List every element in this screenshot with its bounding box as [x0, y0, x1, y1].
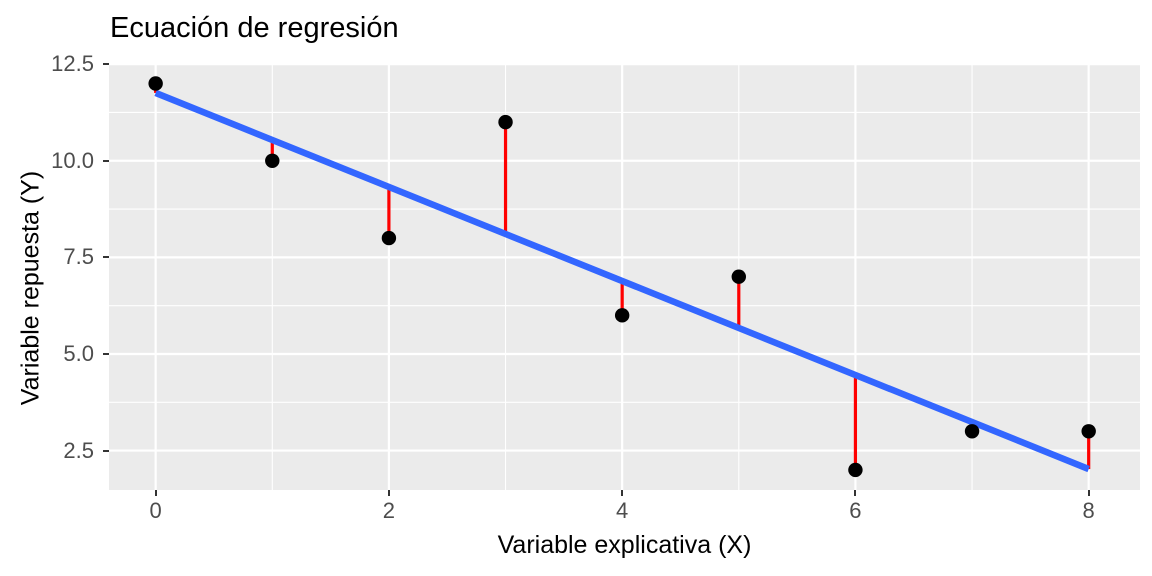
data-point	[498, 114, 513, 130]
x-tick-mark	[621, 490, 624, 496]
data-point	[148, 76, 163, 91]
y-tick-label: 10.0	[51, 147, 94, 173]
y-tick-label: 2.5	[63, 437, 94, 463]
x-tick-mark	[854, 490, 857, 496]
data-point	[265, 153, 280, 168]
y-axis-title: Variable repuesta (Y)	[16, 170, 45, 406]
regression-line	[154, 89, 1090, 473]
plot-panel	[109, 63, 1140, 490]
x-tick-mark	[387, 490, 390, 496]
y-tick-mark	[103, 352, 109, 355]
x-tick-mark	[154, 490, 157, 496]
y-tick-label: 7.5	[63, 244, 94, 270]
y-tick-mark	[103, 159, 109, 162]
x-tick-label: 8	[1082, 498, 1095, 523]
x-tick-label: 0	[149, 498, 162, 523]
y-tick-label: 12.5	[51, 51, 94, 77]
data-point	[964, 424, 980, 439]
x-tick-label: 6	[849, 498, 862, 523]
x-tick-mark	[1087, 490, 1090, 496]
data-point	[848, 462, 863, 478]
x-tick-label: 4	[616, 498, 629, 523]
y-tick-mark	[103, 63, 109, 66]
x-tick-label: 2	[382, 498, 396, 523]
data-point	[381, 230, 397, 246]
data-point	[614, 308, 630, 323]
data-point	[731, 269, 746, 284]
y-tick-mark	[103, 256, 109, 259]
y-tick-label: 5.0	[63, 340, 94, 366]
plot-canvas	[109, 63, 1140, 490]
data-point	[1081, 424, 1096, 439]
x-axis-title: Variable explicativa (X)	[497, 531, 752, 559]
chart-title: Ecuación de regresión	[110, 12, 399, 44]
y-tick-mark	[103, 449, 109, 452]
